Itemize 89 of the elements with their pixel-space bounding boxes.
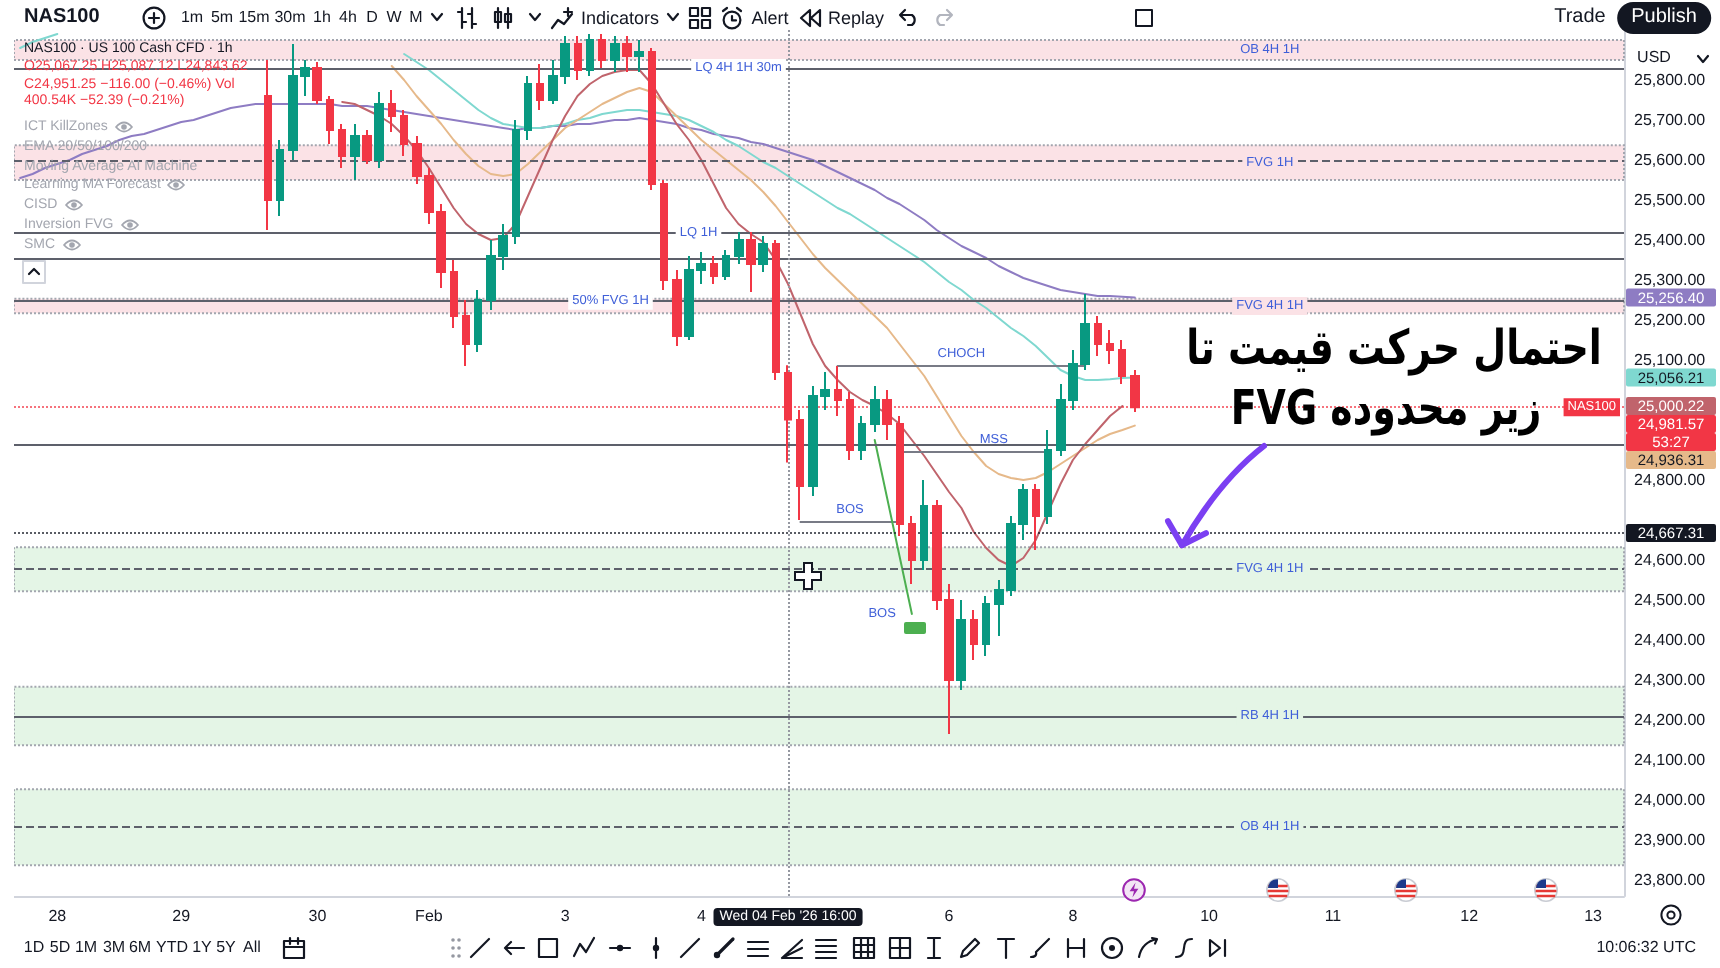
candlestick [660,179,668,291]
candlestick [362,129,372,165]
candlestick [276,139,284,217]
candlestick [536,63,544,111]
candlestick [758,235,768,273]
candlestick [1094,315,1102,357]
candlestick [710,255,718,285]
annotation: احتمال حرکت قیمت تا [1186,320,1602,378]
candlestick [326,95,334,145]
candlestick [512,119,520,245]
candlestick [920,479,928,571]
y-tick-label: 24,500.00 [1634,591,1707,609]
y-tick-label: 25,200.00 [1634,311,1707,329]
candlestick [350,123,360,181]
candlestick [970,609,978,661]
candlestick [388,89,396,133]
candlestick [982,595,990,657]
candlestick [908,515,916,585]
candlestick [400,109,408,157]
y-tick-label: 25,100.00 [1634,351,1707,369]
candlestick [598,33,606,69]
y-tick-label: 24,400.00 [1634,631,1707,649]
candlestick [524,75,532,141]
text: Trade [1554,6,1606,29]
x-tick-label: 11 [1324,907,1343,925]
candlestick [312,61,322,105]
candlestick [622,35,632,73]
x-tick-label: 30 [308,907,328,925]
y-tick-label: 25,600.00 [1634,151,1707,169]
candlestick [610,35,620,73]
candlestick [374,91,384,169]
y-tick-label: 23,800.00 [1634,871,1707,889]
text: Publish [1617,2,1711,33]
x-tick-label: 10 [1200,907,1220,925]
text: 1m 5m 15m 30m 1h 4h D W M [180,8,423,26]
text: Replay [827,8,885,29]
candlestick [264,59,272,231]
y-tick-label: 24,800.00 [1634,471,1707,489]
candlestick [1118,339,1126,385]
candlestick [896,415,904,537]
text: USD [1637,48,1671,67]
y-tick-label: 24,300.00 [1634,671,1707,689]
y-tick-label: 25,300.00 [1634,271,1707,289]
y-tick-label: 25,500.00 [1634,191,1707,209]
x-tick-label: 13 [1584,907,1604,925]
candlestick [746,231,756,293]
candlestick [956,599,966,691]
candlestick [474,289,482,353]
candlestick [1106,329,1114,365]
candlestick [450,259,458,329]
x-tick-label: Feb [415,907,444,925]
text: 1D 5D 1M 3M 6M YTD 1Y 5Y All [23,938,261,956]
candlestick [1032,483,1040,551]
candlestick [1044,429,1052,525]
candlestick [870,385,880,433]
candlestick [586,33,594,77]
y-tick-label: 25,700.00 [1634,111,1707,129]
x-tick-label: 28 [48,907,68,925]
annotation: زیر محدوده FVG [1230,380,1542,438]
y-tick-label: 25,800.00 [1634,71,1707,89]
x-tick-label: 6 [944,907,955,925]
candlestick [338,123,346,169]
line-series [873,439,913,615]
x-tick-label: 8 [1068,907,1079,925]
y-tick-label: 24,100.00 [1634,751,1707,769]
candlestick [462,299,470,367]
candlestick [648,47,656,191]
candlestick [734,231,744,265]
candlestick [772,239,780,381]
x-tick-label: 29 [172,907,192,925]
y-tick-label: 24,200.00 [1634,711,1707,729]
text: NAS100 [24,6,100,29]
candlestick [722,249,730,281]
x-tick-label: 12 [1460,907,1480,925]
candlestick [634,39,644,73]
candlestick [574,35,582,81]
candlestick [672,269,682,347]
y-tick-label: 24,600.00 [1634,551,1707,569]
line-series [19,103,1136,299]
text: 10:06:32 UTC [1596,938,1696,957]
y-tick-label: 24,000.00 [1634,791,1707,809]
y-tick-label: 25,400.00 [1634,231,1707,249]
text: Alert [751,8,789,29]
x-tick-label: 4 [696,907,707,925]
line-series [390,65,1136,481]
y-tick-label: 23,900.00 [1634,831,1707,849]
text: Indicators [580,8,660,29]
candlestick [858,415,866,461]
x-tick-label: 3 [560,907,571,925]
